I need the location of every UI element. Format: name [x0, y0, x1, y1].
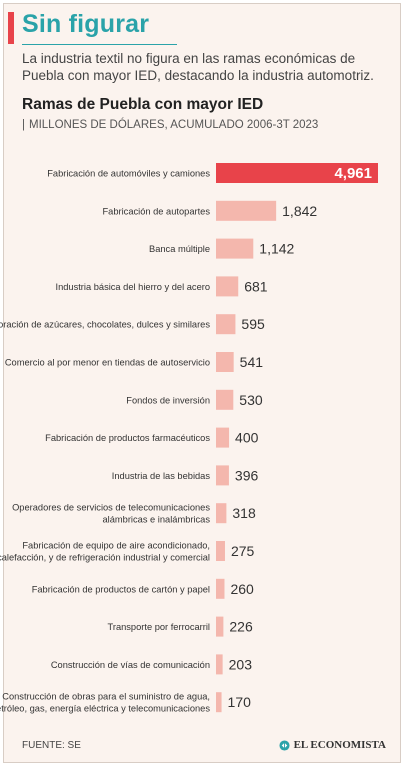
category-label: Elaboración de azúcares, chocolates, dul… [0, 320, 210, 330]
bar-value-label: 595 [241, 316, 265, 332]
bar-value-label: 4,961 [334, 165, 372, 182]
bar-value-label: 275 [231, 543, 255, 559]
bar-value-label: 1,842 [282, 203, 317, 219]
bar [216, 654, 223, 675]
bar [216, 200, 277, 221]
headline: Sin figurar [22, 10, 150, 38]
category-label: Industria de las bebidas [112, 471, 211, 481]
bar [216, 578, 225, 599]
category-label: Transporte por ferrocarril [108, 622, 210, 632]
bar-value-label: 203 [229, 656, 253, 672]
infographic-frame [3, 3, 401, 763]
bar-value-label: 681 [244, 278, 268, 294]
bar-value-label: 530 [239, 392, 263, 408]
subtitle: La industria textil no figura en las ram… [22, 51, 374, 83]
category-label: Construcción de vías de comunicación [51, 660, 210, 670]
headline-accent [8, 12, 14, 44]
bar-value-label: 260 [230, 581, 254, 597]
chart-units: | MILLONES DE DÓLARES, ACUMULADO 2006-3T … [22, 119, 318, 131]
bar [216, 616, 224, 637]
bar [216, 238, 254, 259]
brand-logo-icon [279, 739, 290, 751]
bar-value-label: 170 [228, 694, 252, 710]
bar-value-label: 226 [229, 619, 253, 635]
bar-value-label: 400 [235, 430, 259, 446]
bar [216, 465, 229, 486]
category-label: Construcción de obras para el suministro… [0, 692, 210, 714]
category-label: Industria básica del hierro y del acero [55, 282, 210, 292]
bar [216, 692, 222, 713]
bar-value-label: 318 [232, 505, 256, 521]
bar-value-label: 541 [240, 354, 264, 370]
bar [216, 163, 378, 183]
bar [216, 276, 239, 297]
category-label: Fabricación de equipo de aire acondicion… [0, 541, 210, 563]
category-label: Fabricación de productos de cartón y pap… [32, 584, 210, 594]
bar-value-label: 1,142 [259, 241, 294, 257]
bar [216, 503, 227, 524]
category-label: Comercio al por menor en tiendas de auto… [5, 358, 210, 368]
source-note: FUENTE: SE [22, 740, 81, 751]
category-label: Operadores de servicios de telecomunicac… [12, 503, 210, 525]
category-label: Fondos de inversión [126, 395, 210, 405]
category-label: Fabricación de productos farmacéuticos [45, 433, 210, 443]
units-divider: | [22, 119, 25, 131]
bar [216, 314, 236, 335]
category-label: Fabricación de autopartes [103, 206, 211, 216]
category-label: Fabricación de automóviles y camiones [47, 169, 210, 179]
brand: EL ECONOMISTA [279, 739, 386, 751]
category-label: Banca múltiple [149, 244, 210, 254]
bar [216, 389, 234, 410]
bar [216, 427, 230, 448]
bar [216, 352, 234, 372]
chart-title: Ramas de Puebla con mayor IED [22, 96, 264, 113]
brand-name: EL ECONOMISTA [293, 739, 386, 751]
headline-rule [22, 44, 177, 45]
bar [216, 541, 225, 561]
bar-value-label: 396 [235, 467, 259, 483]
units-label: MILLONES DE DÓLARES, ACUMULADO 2006-3T 2… [29, 119, 319, 131]
